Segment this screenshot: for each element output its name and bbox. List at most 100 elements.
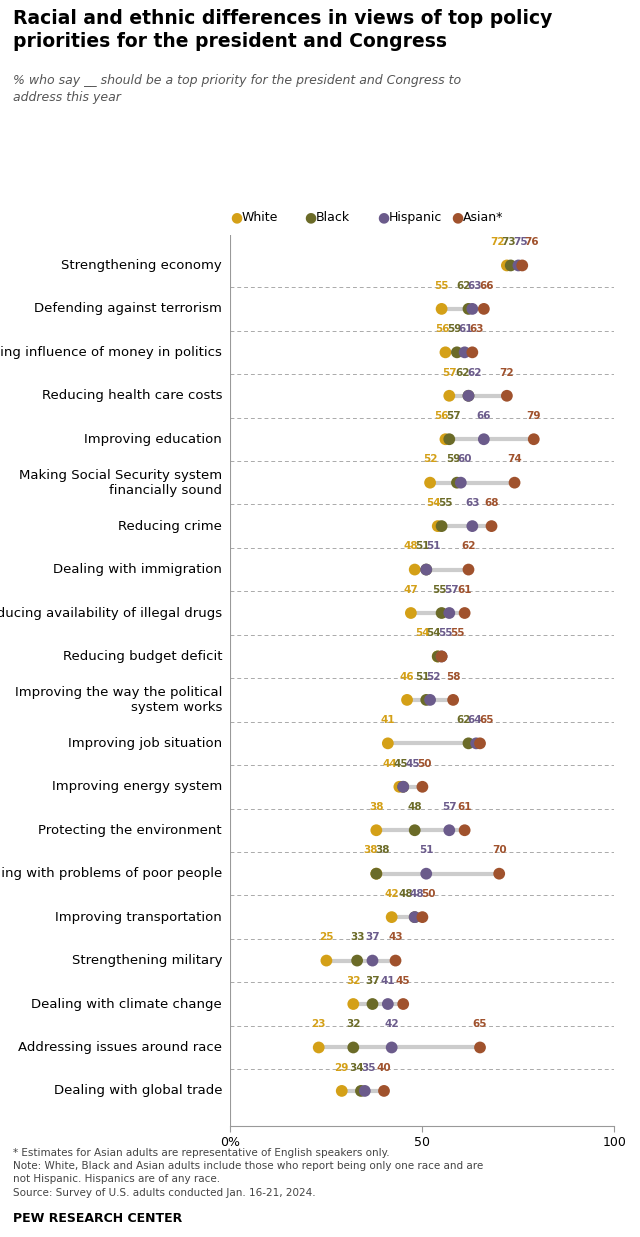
Point — [387, 1038, 397, 1058]
Point — [394, 777, 404, 797]
Point — [390, 951, 401, 971]
Text: 41: 41 — [381, 715, 395, 725]
Point — [460, 820, 470, 840]
Text: 57: 57 — [444, 585, 458, 595]
Point — [421, 690, 431, 710]
Point — [467, 516, 477, 536]
Point — [367, 995, 378, 1014]
Point — [444, 386, 454, 406]
Point — [471, 734, 481, 753]
Text: 61: 61 — [458, 324, 473, 334]
Point — [475, 1038, 485, 1058]
Text: Hispanic: Hispanic — [389, 212, 442, 224]
Point — [436, 604, 447, 623]
Text: 63: 63 — [470, 324, 484, 334]
Point — [360, 1081, 370, 1101]
Point — [379, 1081, 389, 1101]
Text: 62: 62 — [456, 715, 470, 725]
Point — [348, 1038, 358, 1058]
Text: 38: 38 — [364, 845, 378, 856]
Point — [371, 820, 381, 840]
Text: 57: 57 — [442, 367, 456, 377]
Text: 64: 64 — [468, 715, 482, 725]
Point — [402, 690, 412, 710]
Text: 42: 42 — [385, 1019, 399, 1029]
Text: 48: 48 — [410, 889, 424, 899]
Point — [509, 473, 520, 492]
Point — [452, 473, 462, 492]
Text: 62: 62 — [461, 542, 476, 552]
Text: 37: 37 — [365, 976, 380, 986]
Text: 50: 50 — [422, 889, 436, 899]
Point — [494, 863, 504, 883]
Point — [440, 429, 451, 449]
Text: 34: 34 — [350, 1063, 364, 1072]
Text: 61: 61 — [458, 585, 472, 595]
Point — [417, 907, 428, 927]
Point — [406, 604, 416, 623]
Point — [410, 907, 420, 927]
Text: 32: 32 — [346, 976, 360, 986]
Text: 57: 57 — [442, 802, 456, 811]
Point — [463, 734, 474, 753]
Point — [421, 559, 431, 579]
Text: White: White — [242, 212, 278, 224]
Text: 66: 66 — [477, 411, 491, 421]
Text: 54: 54 — [427, 628, 441, 638]
Point — [436, 647, 447, 667]
Text: 55: 55 — [450, 628, 464, 638]
Point — [410, 907, 420, 927]
Text: 23: 23 — [312, 1019, 326, 1029]
Text: 51: 51 — [415, 542, 429, 552]
Point — [502, 386, 512, 406]
Text: 62: 62 — [467, 367, 481, 377]
Text: ●: ● — [304, 210, 316, 225]
Text: Black: Black — [316, 212, 349, 224]
Text: 55: 55 — [438, 497, 452, 508]
Text: Asian*: Asian* — [463, 212, 503, 224]
Text: 66: 66 — [479, 281, 493, 291]
Text: 63: 63 — [465, 497, 479, 508]
Point — [452, 343, 462, 362]
Point — [421, 559, 431, 579]
Text: 65: 65 — [473, 1019, 487, 1029]
Text: 55: 55 — [438, 628, 452, 638]
Text: 70: 70 — [492, 845, 506, 856]
Text: 51: 51 — [415, 672, 429, 682]
Text: 62: 62 — [456, 281, 470, 291]
Text: 60: 60 — [458, 454, 472, 464]
Point — [460, 343, 470, 362]
Text: ●: ● — [451, 210, 463, 225]
Text: 51: 51 — [427, 542, 441, 552]
Point — [529, 429, 539, 449]
Text: 48: 48 — [404, 542, 418, 552]
Text: Racial and ethnic differences in views of top policy
priorities for the presiden: Racial and ethnic differences in views o… — [13, 9, 552, 51]
Text: 59: 59 — [447, 324, 461, 334]
Text: 61: 61 — [458, 802, 472, 811]
Point — [398, 777, 408, 797]
Point — [410, 559, 420, 579]
Text: 62: 62 — [456, 367, 470, 377]
Point — [433, 647, 443, 667]
Point — [371, 863, 381, 883]
Text: 73: 73 — [502, 238, 516, 247]
Text: 54: 54 — [415, 628, 429, 638]
Text: 44: 44 — [382, 758, 397, 768]
Point — [421, 863, 431, 883]
Point — [444, 820, 454, 840]
Text: 55: 55 — [433, 585, 447, 595]
Text: 43: 43 — [388, 933, 403, 943]
Text: PEW RESEARCH CENTER: PEW RESEARCH CENTER — [13, 1212, 182, 1226]
Point — [444, 429, 454, 449]
Point — [433, 516, 443, 536]
Point — [314, 1038, 324, 1058]
Text: ●: ● — [378, 210, 390, 225]
Point — [479, 299, 489, 319]
Text: 50: 50 — [417, 758, 431, 768]
Point — [479, 429, 489, 449]
Text: 76: 76 — [525, 238, 539, 247]
Point — [463, 386, 474, 406]
Text: 57: 57 — [446, 411, 460, 421]
Point — [348, 995, 358, 1014]
Text: 45: 45 — [406, 758, 420, 768]
